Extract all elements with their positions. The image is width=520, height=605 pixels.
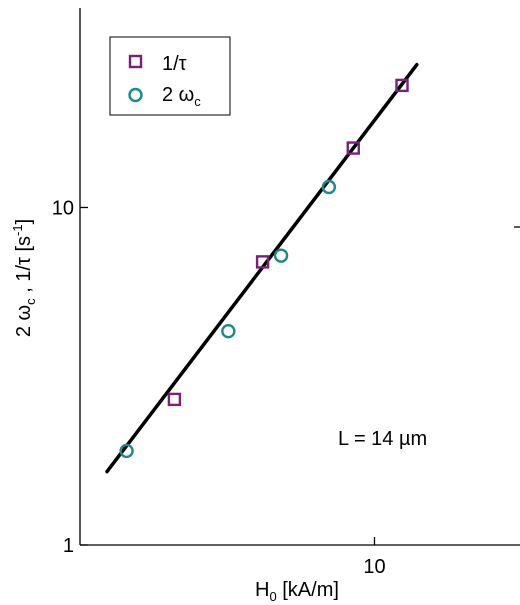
plot-frame [79,8,520,546]
data-point-circle [221,323,236,339]
y-ticks: 1 10 [52,197,88,557]
data-point-square [346,141,360,155]
y-label-part3: ] [13,219,35,225]
data-markers [119,78,409,459]
y-label-part2: , 1/τ [s [13,236,35,298]
y-label-part1: 2 ω [13,305,35,337]
legend-omega-main: 2 ω [162,84,194,106]
x-tick-label: 10 [363,556,385,578]
legend-label-omega: 2 ωc [162,84,201,109]
data-point-square [167,392,182,407]
y-label-sup: -1 [10,224,25,236]
legend-marker-circle [128,87,143,103]
legend-marker-square [128,54,143,69]
x-label-main: H [255,579,269,601]
data-point-square [255,255,270,269]
x-ticks: 10 [363,537,386,578]
data-point-circle [321,179,337,195]
legend-box [109,36,231,116]
legend: 1/τ 2 ωc [109,36,231,116]
y-axis-label: 2 ωc , 1/τ [s-1] [10,219,38,337]
x-axis-label: H0 [kA/m] [255,579,339,604]
y-label-sub: c [23,298,38,305]
legend-label-tau: 1/τ [162,53,187,75]
y-tick-label: 10 [52,197,74,219]
x-label-sub: 0 [269,589,276,604]
data-point-circle [119,443,134,459]
y-tick-label: 1 [63,535,74,557]
data-point-square [395,78,409,93]
data-point-circle [273,248,289,263]
legend-omega-sub: c [194,94,201,109]
annotation-length: L = 14 µm [338,428,427,450]
x-label-rest: [kA/m] [277,579,339,601]
